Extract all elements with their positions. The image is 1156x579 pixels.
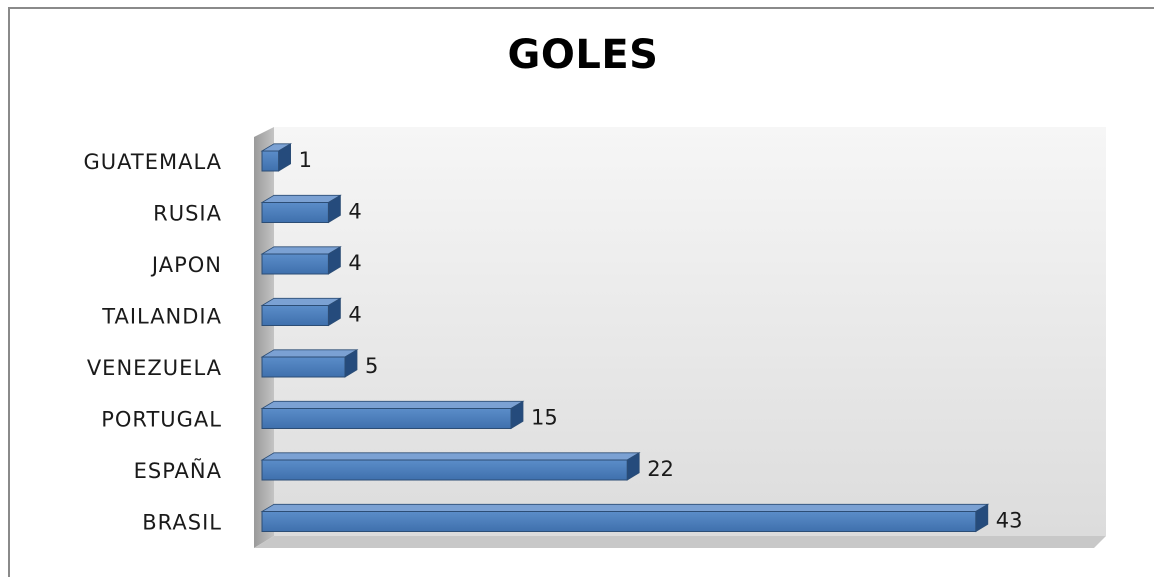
category-label-brasil: BRASIL <box>142 511 222 535</box>
category-label-japon: JAPON <box>150 253 222 277</box>
bars-group <box>260 143 990 533</box>
bar-top-face <box>260 400 525 409</box>
bar-front-face <box>261 356 346 378</box>
value-label-japon: 4 <box>348 251 361 275</box>
bar-guatemala <box>260 143 293 172</box>
bar-front-face <box>261 511 977 532</box>
category-label-venezuela: VENEZUELA <box>87 356 222 380</box>
bar-front-face <box>261 150 280 172</box>
bar-front-face <box>261 253 329 275</box>
bar-top-face <box>260 194 342 203</box>
bar-top-face <box>260 452 641 461</box>
value-label-brasil: 43 <box>996 509 1023 533</box>
bar-front-face <box>261 408 512 429</box>
category-label-tailandia: TAILANDIA <box>101 305 222 329</box>
side-wall <box>254 127 274 548</box>
value-label-guatemala: 1 <box>299 148 312 172</box>
bar-front-face <box>261 459 628 481</box>
value-label-venezuela: 5 <box>365 354 378 378</box>
floor <box>254 536 1106 548</box>
value-label-espa-a: 22 <box>647 457 674 481</box>
bar-top-face <box>260 503 990 512</box>
category-labels: BRASIL ESPAÑA PORTUGAL VENEZUELA TAILANDIA JA… <box>83 150 222 535</box>
bar-portugal <box>260 400 525 430</box>
category-label-espa-a: ESPAÑA <box>134 457 222 483</box>
bar-rusia <box>260 194 342 224</box>
bar-front-face <box>261 305 329 326</box>
bar-front-face <box>261 202 329 223</box>
bar-top-face <box>260 297 342 306</box>
bar-tailandia <box>260 297 342 327</box>
value-labels: 43 22 15 5 4 4 4 1 <box>299 148 1023 533</box>
bar-brasil <box>260 503 990 533</box>
value-label-portugal: 15 <box>531 406 558 430</box>
category-label-guatemala: GUATEMALA <box>83 150 222 174</box>
category-label-portugal: PORTUGAL <box>101 408 222 432</box>
chart-title: GOLES <box>507 32 659 78</box>
bar-top-face <box>260 246 342 255</box>
plot-walls <box>254 127 1106 548</box>
bar-top-face <box>260 349 359 358</box>
bar-espa-a <box>260 452 641 481</box>
bar-venezuela <box>260 349 359 378</box>
value-label-tailandia: 4 <box>348 303 361 327</box>
bar-japon <box>260 246 342 275</box>
category-label-rusia: RUSIA <box>153 202 222 226</box>
value-label-rusia: 4 <box>348 200 361 224</box>
